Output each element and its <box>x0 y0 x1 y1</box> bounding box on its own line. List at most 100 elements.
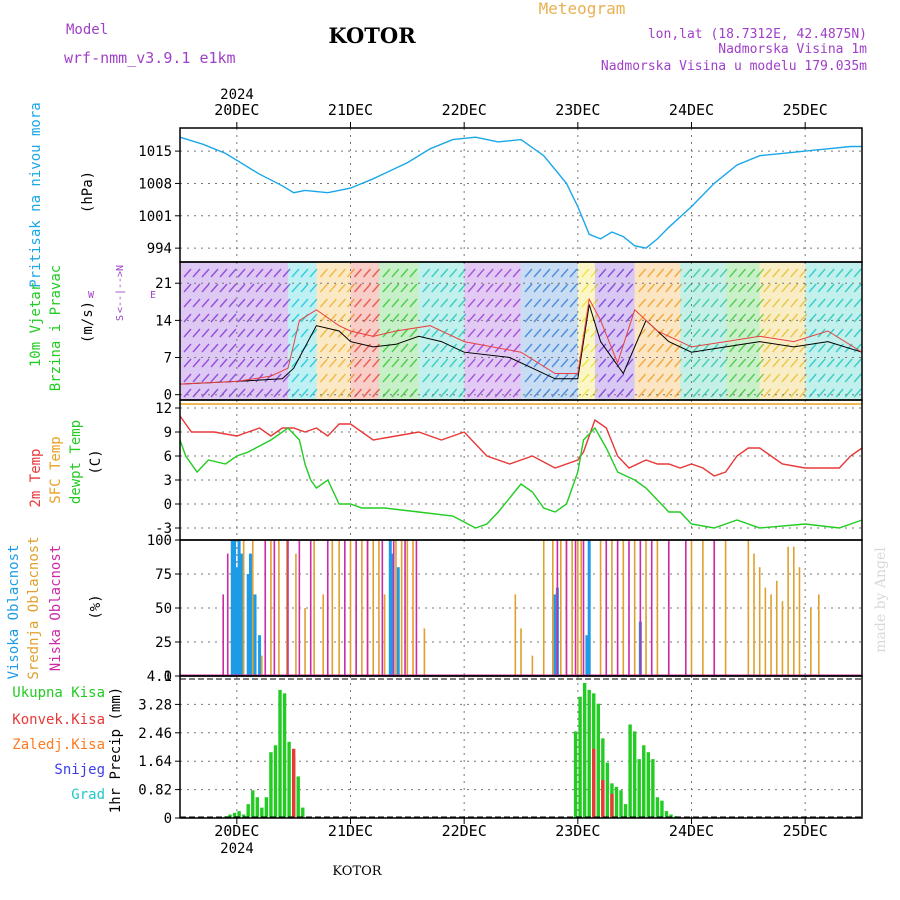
wind-arrow <box>382 283 391 293</box>
axis-labels: 994100110081015071421-303691202550751000… <box>138 101 827 840</box>
wind-arrow <box>246 268 255 278</box>
cloud-bar <box>685 540 687 676</box>
wind-arrow <box>210 283 219 293</box>
wind-arrow <box>476 313 485 323</box>
wind-arrow <box>701 313 710 323</box>
cloud-bar <box>222 594 224 676</box>
wind-arrow <box>701 373 710 383</box>
wind-arrow <box>467 283 476 293</box>
wind-arrow <box>458 283 467 293</box>
wind-arrow <box>817 373 826 383</box>
cloud-bar <box>616 540 619 676</box>
wind-arrow <box>183 388 192 398</box>
precipitation-bar <box>614 786 619 818</box>
wind-arrow <box>300 298 309 308</box>
wind-arrow <box>738 283 747 293</box>
wind-arrow <box>747 343 756 353</box>
wind-arrow <box>772 373 781 383</box>
wind-arrow <box>569 358 578 368</box>
wind-arrow <box>738 268 747 278</box>
wind-arrow <box>300 283 309 293</box>
wind-arrow <box>607 268 616 278</box>
wind-arrow <box>228 268 237 278</box>
wind-arrow <box>560 268 569 278</box>
cloud-bar <box>366 540 369 676</box>
y-tick-label: 1.64 <box>138 754 172 770</box>
cloud-bar <box>378 540 380 676</box>
wind-arrow <box>449 358 458 368</box>
wind-arrow <box>337 268 346 278</box>
compass-n: N <box>115 265 126 271</box>
cloud-bar <box>331 540 334 676</box>
pressure-ylabel: Pritisak na nivou mora <box>28 102 44 287</box>
wind-arrow <box>817 283 826 293</box>
wind-arrow <box>494 373 503 383</box>
wind-arrow <box>201 343 210 353</box>
wind-arrow <box>371 298 381 308</box>
wind-arrow <box>719 298 728 308</box>
y-tick-label: 3.28 <box>138 697 172 713</box>
wind-arrow <box>467 328 476 338</box>
wind-arrow <box>476 298 485 308</box>
wind-arrow <box>710 298 719 308</box>
wind-arrow <box>431 373 440 383</box>
wind-arrow <box>440 328 449 338</box>
pressure-line-0 <box>179 136 862 249</box>
wind-arrow <box>524 298 533 308</box>
wind-arrow <box>422 343 431 353</box>
wind-arrow <box>237 313 246 323</box>
cloud-bar <box>295 553 297 676</box>
wind-arrow <box>467 298 476 308</box>
wind-arrow <box>719 358 728 368</box>
wind-arrow <box>772 358 781 368</box>
wind-arrow <box>616 298 625 308</box>
precipitation-bar <box>282 693 287 818</box>
wind-arrow <box>400 373 409 383</box>
wind-arrow <box>853 268 862 278</box>
elevation-label: Nadmorska Visina 1m <box>718 42 867 57</box>
precipitation-bar <box>301 807 305 818</box>
wind-arrow <box>485 373 494 383</box>
wind-arrow <box>598 358 607 368</box>
cloud-bar <box>298 540 301 676</box>
wind-arrow <box>542 298 551 308</box>
wind-arrow <box>747 283 756 293</box>
wind-arrow <box>264 268 273 278</box>
wind-arrow <box>458 313 467 323</box>
wind-arrow <box>729 358 738 368</box>
wind-arrow <box>710 328 719 338</box>
wind-arrow <box>431 298 440 308</box>
wind-arrow <box>719 373 728 383</box>
wind-arrow <box>494 283 503 293</box>
wind-arrow <box>273 268 282 278</box>
wind-arrow <box>201 313 210 323</box>
precipitation-bar <box>610 793 614 818</box>
precipitation-bar <box>578 696 582 818</box>
wind-arrow <box>494 298 503 308</box>
wind-arrow <box>319 343 328 353</box>
wind-arrow <box>328 373 337 383</box>
cloud-bar <box>226 553 229 676</box>
cloud-bar <box>818 594 820 676</box>
wind-arrow <box>246 358 255 368</box>
x-tick-label-top: 20DEC <box>214 101 259 119</box>
cloud-bar <box>423 628 426 676</box>
wind-arrow <box>647 328 656 338</box>
wind-arrow <box>512 268 521 278</box>
cloud-bar <box>246 574 250 676</box>
cloud-bar <box>520 628 522 676</box>
wind-arrow <box>569 313 578 323</box>
wind-arrow <box>192 343 201 353</box>
wind-arrow <box>808 388 817 398</box>
wind-arrow <box>449 268 458 278</box>
year-label-bottom: 2024 <box>220 841 254 857</box>
precipitation-bar <box>278 689 282 818</box>
wind-arrow <box>300 388 309 398</box>
precipitation-bar <box>232 812 237 818</box>
wind-arrow <box>264 313 273 323</box>
wind-arrow <box>616 388 625 398</box>
wind-arrow <box>551 388 560 398</box>
cloud-bar <box>713 540 716 676</box>
cloud-bar <box>690 540 693 676</box>
cloud-bar <box>747 540 750 676</box>
